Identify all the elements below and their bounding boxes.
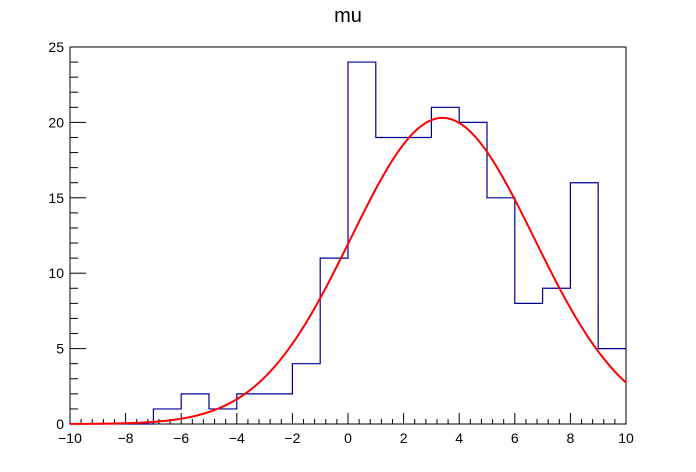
histogram-bin: [181, 394, 209, 424]
x-axis: −10 −8 −6 −4 −2 0 2 4 6 8 10: [58, 413, 634, 446]
x-tick-label: −6: [173, 430, 189, 446]
histogram-bin: [348, 62, 376, 424]
histogram-bin: [292, 364, 320, 424]
y-tick-label: 5: [56, 341, 64, 357]
histogram-bin: [431, 107, 459, 424]
y-tick-label: 0: [56, 416, 64, 432]
x-tick-label: −4: [229, 430, 245, 446]
histogram-bin: [570, 183, 598, 424]
histogram-bin: [459, 122, 487, 424]
x-tick-label: 6: [511, 430, 519, 446]
histogram-bin: [598, 349, 626, 424]
y-tick-label: 25: [48, 39, 64, 55]
x-tick-label: 0: [344, 430, 352, 446]
histogram-bin: [404, 137, 432, 424]
histogram-bin: [487, 198, 515, 424]
y-tick-label: 15: [48, 190, 64, 206]
x-tick-label: 10: [618, 430, 634, 446]
y-tick-label: 20: [48, 114, 64, 130]
histogram-bin: [515, 303, 543, 424]
histogram-bin: [265, 394, 293, 424]
x-tick-label: −8: [118, 430, 134, 446]
histogram-bin: [320, 258, 348, 424]
chart-title: mu: [334, 5, 362, 27]
y-axis: 0 5 10 15 20 25: [48, 39, 86, 432]
x-tick-label: 8: [567, 430, 575, 446]
x-tick-label: −2: [284, 430, 300, 446]
fit-curve: [69, 116, 627, 425]
x-tick-label: 4: [455, 430, 463, 446]
histogram-outline: [70, 61, 626, 425]
histogram-bins: [153, 62, 626, 424]
y-tick-label: 10: [48, 265, 64, 281]
histogram-bin: [543, 288, 571, 424]
histogram-bin: [237, 394, 265, 424]
x-tick-label: −10: [58, 430, 82, 446]
x-tick-label: 2: [400, 430, 408, 446]
